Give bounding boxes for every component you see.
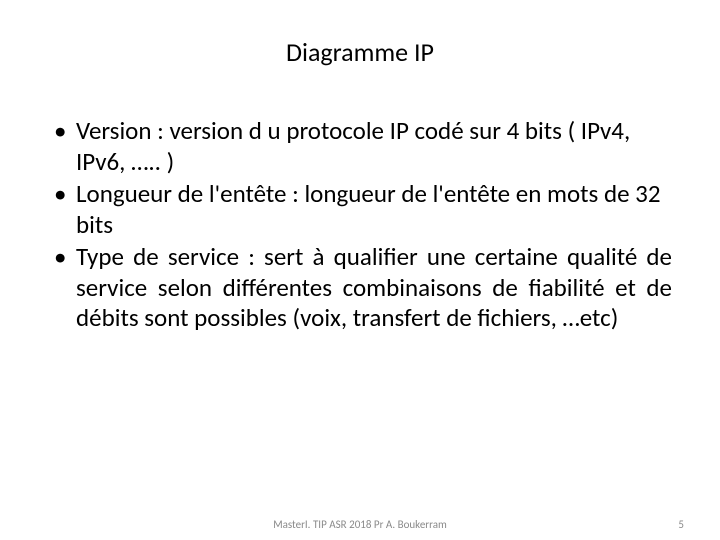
footer-center-text: MasterI. TIP ASR 2018 Pr A. Boukerram — [0, 518, 720, 531]
list-item: Type de service : sert à qualifier une c… — [48, 242, 672, 334]
bullet-text: Longueur de l'entête : longueur de l'ent… — [76, 178, 661, 240]
bullet-text: Version : version d u protocole IP codé … — [76, 115, 630, 177]
list-item: Longueur de l'entête : longueur de l'ent… — [48, 179, 672, 240]
slide: Diagramme IP Version : version d u proto… — [0, 0, 720, 540]
slide-title: Diagramme IP — [48, 36, 672, 68]
list-item: Version : version d u protocole IP codé … — [48, 116, 672, 177]
bullet-text: Type de service : sert à qualifier une c… — [76, 241, 672, 333]
bullet-list: Version : version d u protocole IP codé … — [48, 116, 672, 334]
page-number: 5 — [678, 518, 684, 531]
